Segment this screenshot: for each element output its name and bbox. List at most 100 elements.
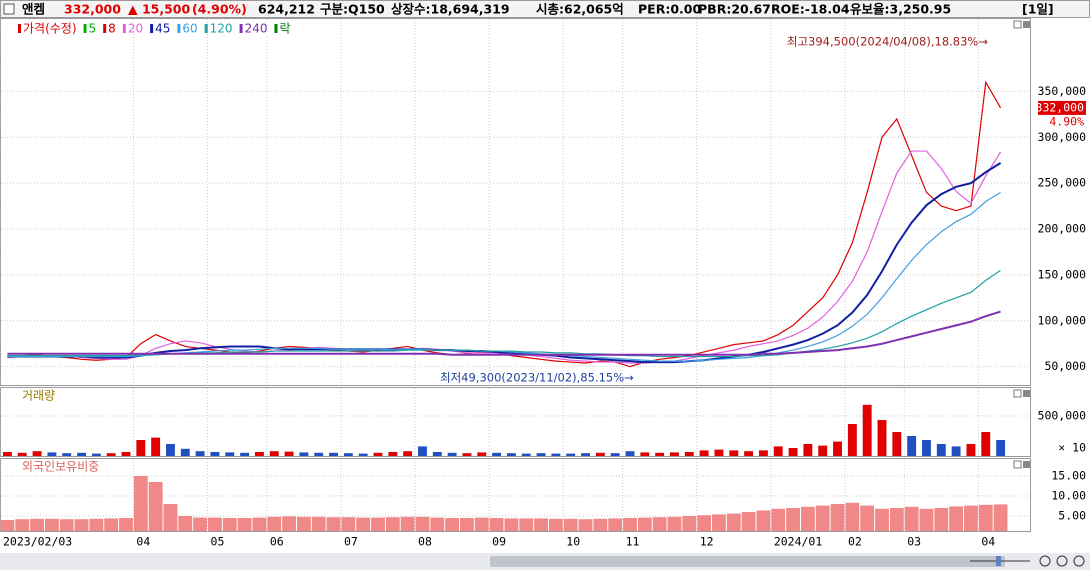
volume-bar [373,452,383,456]
price: 332,000 [64,2,121,17]
foreign-bar [119,518,133,531]
x-tick-label: 10 [566,535,580,549]
foreign-bar [771,508,786,531]
foreign-bar [148,482,163,531]
foreign-bar [860,505,875,531]
volume-bar [136,440,146,456]
y-tick-label: 15.00 [1051,469,1086,483]
x-tick-label: 09 [492,535,506,549]
legend-label: 240 [245,22,268,36]
volume-bar [996,440,1006,456]
foreign-bar [133,476,148,531]
volume-bar [655,452,665,456]
foreign-bar [741,512,756,531]
foreign-bar [712,514,726,531]
volume: 624,212 [258,2,315,17]
annotation-low: 최저49,300(2023/11/02),85.15%→ [440,371,634,385]
volume-bar [388,452,398,456]
zoom-reset[interactable] [1073,555,1085,567]
volume-bar [210,452,220,456]
foreign-bar [623,518,637,531]
checkbox[interactable] [3,3,15,15]
volume-bar [240,452,250,456]
volume-title: 거래량 [22,389,55,403]
period[interactable]: [1일] [1022,2,1054,17]
legend-label: 8 [108,22,116,36]
panel-button[interactable] [1023,461,1030,468]
x-tick-label: 06 [270,535,284,549]
foreign-title: 외국인보유비중 [22,460,99,474]
panel-button[interactable] [1023,390,1030,397]
foreign-bar [44,518,59,531]
reserve: 유보율:3,250.95 [850,2,951,17]
scroll-thumb[interactable] [490,556,1005,567]
foreign-bar [489,518,504,531]
foreign-bar [30,518,44,531]
volume-bar [907,436,917,456]
volume-bar [492,452,502,456]
volume-bar [329,452,338,456]
foreign-bar [845,502,860,531]
y-tick-label: 5.00 [1058,509,1086,523]
line-series [7,310,1001,356]
legend-swatch [150,24,154,33]
x-tick-label: 03 [907,535,921,549]
legend-swatch [239,24,243,33]
volume-bar [936,444,946,456]
volume-bar [195,451,205,456]
foreign-bar [178,516,193,531]
volume-bar [403,451,413,456]
per: PER:0.00 [638,2,701,17]
foreign-bar [89,518,104,531]
volume-bar [581,453,590,456]
volume-bar [877,420,887,456]
panel-button[interactable] [1013,460,1022,469]
zoom-out[interactable] [1039,555,1051,567]
volume-bar [2,452,12,456]
foreign-bar [889,508,904,531]
foreign-bar [726,513,741,531]
y-tick-label: 100,000 [1038,313,1087,327]
volume-bar [432,452,442,456]
volume-bar [121,452,131,456]
volume-bar [951,446,961,456]
foreign-bar [252,517,267,531]
pbr: PBR:20.67 [698,2,771,17]
volume-bar [166,444,175,456]
volume-bar [788,448,798,456]
foreign-bar [756,510,771,531]
foreign-bar [815,505,830,531]
zoom-in[interactable] [1056,555,1068,567]
foreign-bar [104,518,119,531]
price-tag-change: 4.90% [1049,114,1084,128]
foreign-bar [193,517,208,531]
zoom-handle[interactable] [996,556,1001,566]
foreign-bar [296,516,311,531]
shares: 상장수:18,694,319 [391,2,510,17]
foreign-bar [311,516,326,531]
foreign-bar [74,519,89,531]
x-tick-label: 02 [848,535,862,549]
panel-button[interactable] [1013,20,1022,29]
x-tick-label: 07 [344,535,358,549]
foreign-bar [356,517,371,531]
foreign-bar [904,506,919,531]
volume-bar [314,452,324,456]
foreign-bar [0,520,15,531]
foreign-bar [578,519,593,531]
foreign-bar [504,518,519,531]
panel-button[interactable] [1013,389,1022,398]
foreign-bar [548,518,563,531]
foreign-bar [341,517,356,531]
x-tick-label: 11 [626,535,640,549]
panel-button[interactable] [1023,21,1030,28]
x-tick-label: 2024/01 [774,535,823,549]
volume-bar [833,441,842,456]
foreign-bar [208,517,222,531]
volume-bar [462,453,472,456]
foreign-bar [237,518,252,531]
volume-bar [32,451,42,456]
legend-label: 120 [210,22,233,36]
legend-swatch [103,24,107,33]
volume-bar [847,424,857,456]
